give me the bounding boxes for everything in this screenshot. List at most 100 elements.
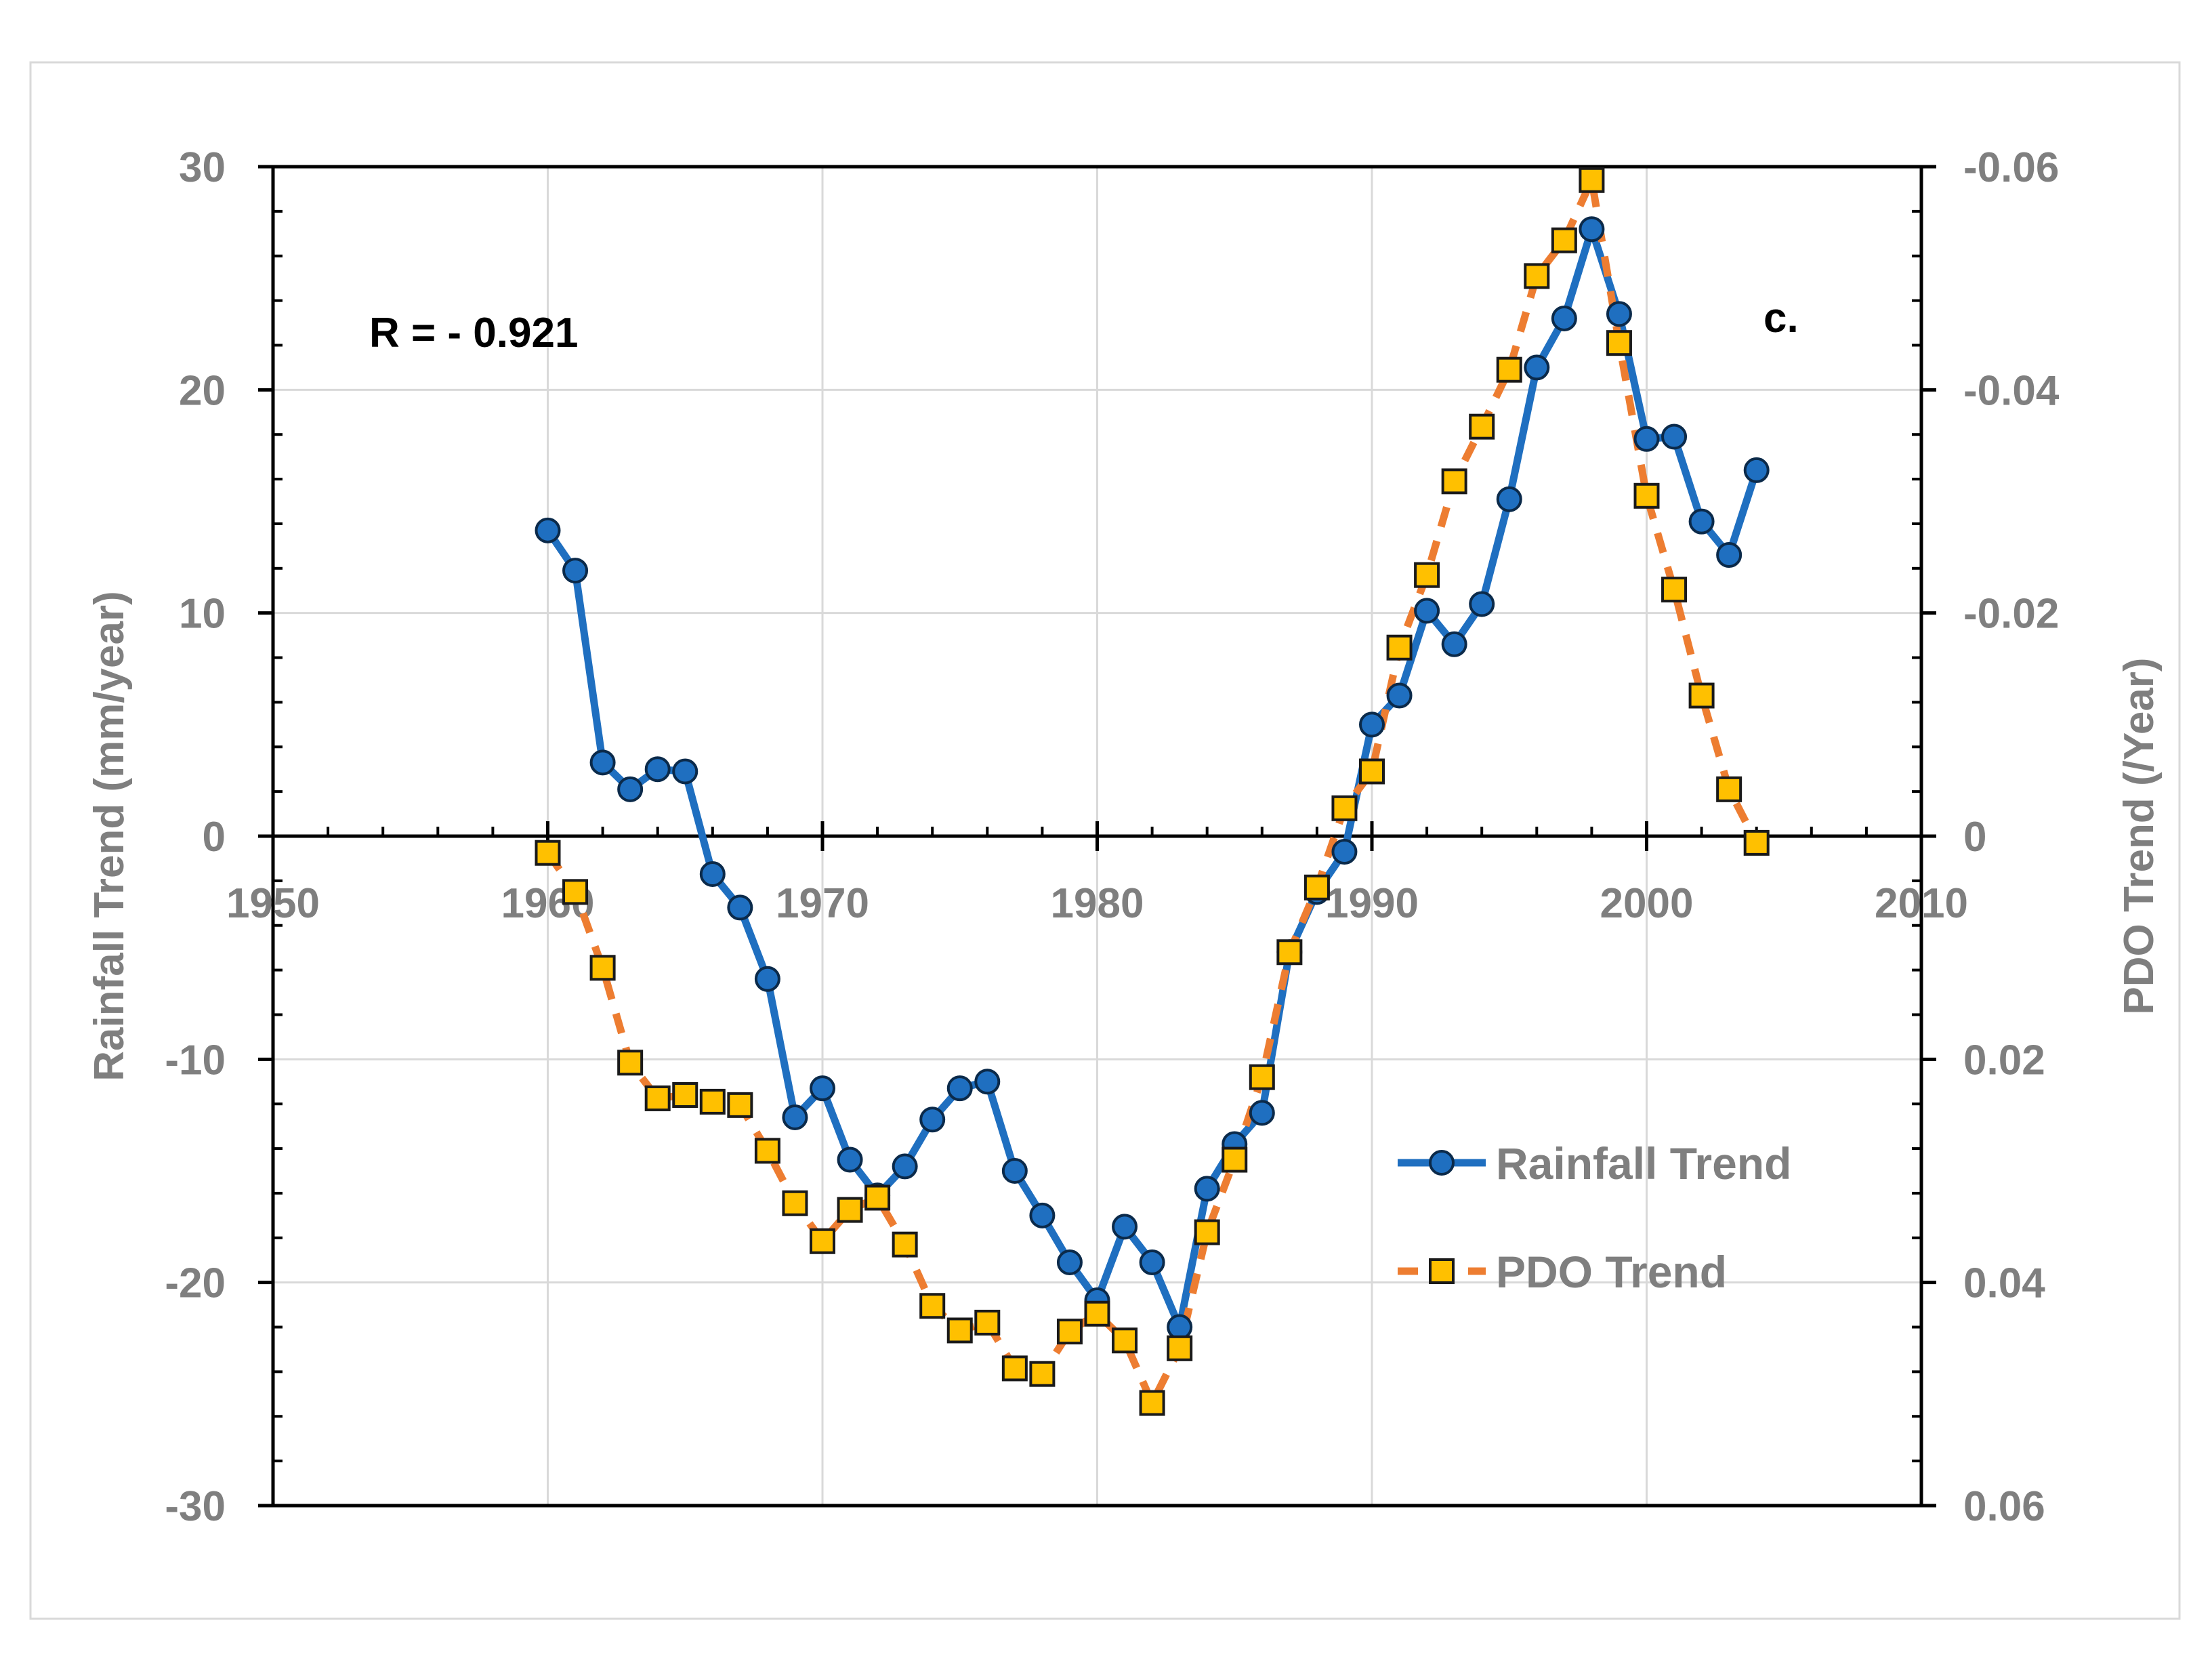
rainfall-point	[1524, 354, 1550, 381]
x-tick-label: 1970	[776, 880, 869, 927]
rainfall-point	[782, 1104, 808, 1130]
pdo-point	[1222, 1146, 1248, 1173]
x-tick-label: 1990	[1325, 880, 1419, 927]
series-layer	[535, 167, 1770, 1416]
rainfall-point	[810, 1075, 835, 1102]
rainfall-point	[892, 1153, 918, 1180]
rainfall-point	[1688, 508, 1715, 535]
y-tick-label: 20	[179, 367, 226, 414]
pdo-point	[1661, 577, 1688, 603]
rainfall-point	[1551, 305, 1577, 331]
rainfall-point	[1029, 1202, 1056, 1228]
pdo-point	[1331, 795, 1358, 821]
y-tick-label: -10	[165, 1037, 226, 1083]
pdo-point	[1524, 263, 1550, 289]
rainfall-point	[1249, 1100, 1275, 1126]
rainfall-point	[589, 749, 616, 776]
rainfall-point	[1716, 542, 1743, 568]
chart-outer-border	[29, 61, 2181, 1620]
label-layer: Rainfall Trend (mm/year) PDO Trend (/Yea…	[86, 295, 2163, 1081]
y-tick-label: 0	[203, 814, 226, 861]
pdo-point	[589, 955, 616, 981]
rainfall-point	[1469, 591, 1495, 617]
legend-label-pdo: PDO Trend	[1496, 1247, 1727, 1297]
rainfall-point	[727, 894, 753, 921]
y2-tick-label: 0.04	[1963, 1260, 2045, 1307]
rainfall-point	[919, 1107, 946, 1133]
rainfall-point	[672, 758, 698, 785]
rainfall-point	[837, 1146, 863, 1173]
pdo-point	[1743, 829, 1770, 856]
pdo-point	[1303, 874, 1330, 901]
y-tick-label: 30	[179, 144, 226, 191]
rainfall-point	[1414, 598, 1440, 624]
pdo-point	[1633, 482, 1660, 509]
r-value-annotation: R = - 0.921	[369, 310, 578, 356]
pdo-point	[562, 879, 589, 905]
pdo-point	[1414, 562, 1440, 588]
pdo-point	[1194, 1219, 1220, 1245]
rainfall-point	[1633, 426, 1660, 452]
pdo-point	[1688, 682, 1715, 709]
panel-label: c.	[1764, 295, 1799, 342]
legend-label-rainfall: Rainfall Trend	[1496, 1138, 1791, 1188]
rainfall-point	[1331, 839, 1358, 865]
rainfall-point	[1112, 1214, 1138, 1240]
pdo-point	[864, 1184, 891, 1211]
rainfall-point	[1056, 1249, 1083, 1276]
pdo-point	[1112, 1327, 1138, 1354]
rainfall-point	[754, 966, 780, 992]
pdo-point	[1084, 1300, 1110, 1327]
y-tick-label: 10	[179, 591, 226, 638]
y2-tick-label: -0.06	[1963, 144, 2059, 191]
pdo-point	[782, 1190, 808, 1216]
legend-marker-pdo	[1429, 1258, 1455, 1284]
pdo-point	[1386, 634, 1413, 661]
pdo-point	[1551, 227, 1577, 253]
pdo-point	[1249, 1064, 1275, 1090]
rainfall-point	[1194, 1176, 1220, 1202]
rainfall-point	[699, 861, 726, 887]
x-tick-label: 2010	[1875, 880, 1968, 927]
rainfall-point	[1606, 301, 1632, 327]
rainfall-point	[1386, 682, 1413, 709]
y2-tick-label: -0.02	[1963, 591, 2059, 638]
pdo-point	[1001, 1355, 1028, 1382]
rainfall-point	[1496, 486, 1522, 512]
x-tick-label: 1980	[1051, 880, 1144, 927]
pdo-point	[644, 1085, 671, 1111]
rainfall-point	[644, 756, 671, 783]
pdo-point	[946, 1317, 973, 1344]
pdo-point	[672, 1082, 698, 1109]
y-tick-label: -30	[165, 1483, 226, 1530]
pdo-point	[1441, 468, 1467, 495]
pdo-point	[919, 1293, 946, 1319]
pdo-point	[1139, 1390, 1165, 1416]
pdo-point	[892, 1231, 918, 1258]
pdo-point	[1469, 413, 1495, 440]
pdo-point	[617, 1050, 644, 1076]
rainfall-point	[535, 517, 561, 543]
y-tick-label: -20	[165, 1260, 226, 1307]
rainfall-point	[1139, 1249, 1165, 1276]
pdo-point	[810, 1228, 835, 1254]
rainfall-point	[1661, 423, 1688, 450]
pdo-point	[535, 840, 561, 866]
pdo-point	[1606, 330, 1632, 356]
y2-tick-label: 0.06	[1963, 1483, 2045, 1530]
x-tick-label: 2000	[1600, 880, 1694, 927]
pdo-point	[754, 1138, 780, 1164]
rainfall-point	[617, 776, 644, 802]
pdo-point	[1496, 356, 1522, 383]
legend-marker-rainfall	[1429, 1150, 1455, 1176]
pdo-point	[1029, 1361, 1056, 1387]
rainfall-point	[562, 558, 589, 584]
y2-axis-title: PDO Trend (/Year)	[2116, 657, 2163, 1014]
y2-tick-label: 0	[1963, 814, 1986, 861]
pdo-point	[1056, 1319, 1083, 1345]
pdo-point	[837, 1197, 863, 1223]
pdo-point	[727, 1092, 753, 1118]
pdo-point	[1359, 758, 1385, 785]
pdo-point	[1276, 939, 1303, 966]
